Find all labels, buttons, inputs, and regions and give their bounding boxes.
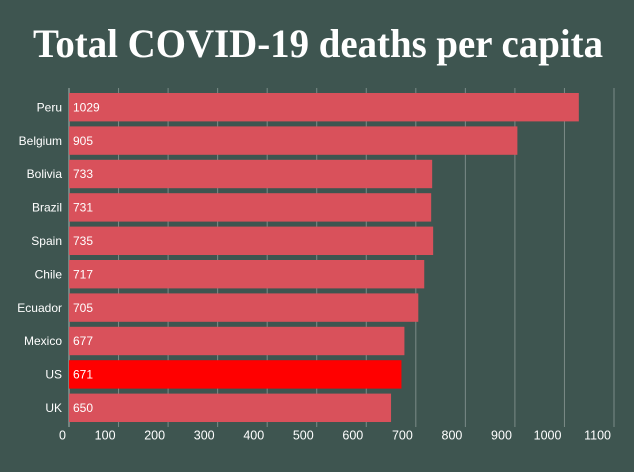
category-label: Brazil	[32, 201, 62, 215]
category-label: Peru	[37, 100, 62, 114]
bar	[69, 193, 432, 222]
chart-title: Total COVID-19 deaths per capita	[33, 21, 603, 66]
category-label: Bolivia	[27, 167, 63, 181]
category-label: US	[45, 368, 62, 382]
bar	[69, 393, 392, 422]
value-label: 905	[73, 134, 93, 148]
value-label: 733	[73, 167, 93, 181]
bar	[69, 159, 433, 189]
x-tick-label: 300	[194, 428, 215, 442]
value-label: 1029	[73, 100, 100, 114]
value-label: 677	[73, 334, 93, 348]
value-label: 717	[73, 267, 93, 281]
category-label: Chile	[35, 267, 63, 281]
x-tick-label: 1100	[584, 428, 611, 442]
x-tick-label: 500	[293, 428, 314, 442]
value-label: 735	[73, 234, 93, 248]
bar	[69, 360, 402, 389]
x-tick-label: 0	[59, 428, 66, 442]
bar	[69, 93, 579, 122]
category-label: Spain	[31, 234, 62, 248]
value-label: 731	[73, 201, 93, 215]
value-label: 705	[73, 301, 93, 315]
bar	[69, 260, 425, 289]
bar	[69, 326, 405, 356]
x-tick-label: 200	[144, 428, 165, 442]
x-tick-label: 900	[491, 428, 512, 442]
category-label: Ecuador	[17, 301, 62, 315]
bar	[69, 126, 518, 155]
x-tick-label: 800	[442, 428, 463, 442]
bar	[69, 226, 434, 255]
x-tick-label: 700	[392, 428, 413, 442]
x-tick-label: 600	[342, 428, 363, 442]
value-label: 671	[73, 368, 93, 382]
x-tick-label: 400	[243, 428, 264, 442]
x-tick-label: 100	[95, 428, 116, 442]
x-tick-label: 1000	[534, 428, 562, 442]
category-label: UK	[45, 401, 62, 415]
category-label: Mexico	[24, 334, 62, 348]
category-label: Belgium	[19, 134, 62, 148]
bar	[69, 293, 419, 322]
value-label: 650	[73, 401, 93, 415]
